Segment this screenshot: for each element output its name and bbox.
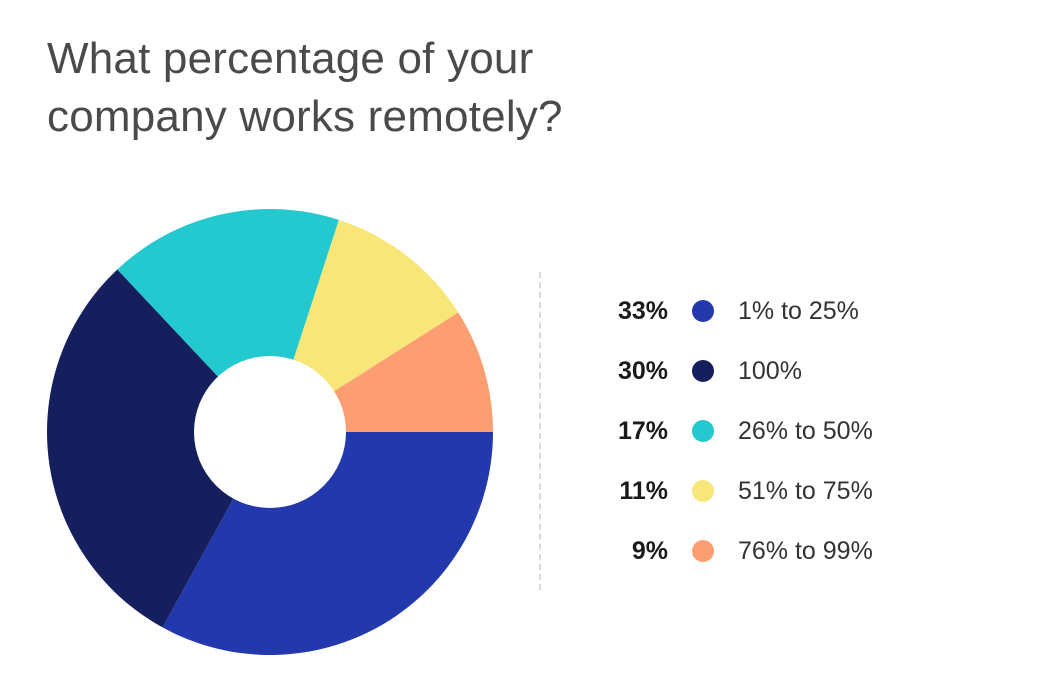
- chart-title: What percentage of your company works re…: [47, 34, 563, 141]
- legend-label: 76% to 99%: [738, 536, 873, 565]
- legend-swatch: [692, 540, 714, 562]
- legend-label: 100%: [738, 356, 802, 385]
- legend-divider: [539, 272, 541, 590]
- legend: 33% 1% to 25% 30% 100% 17% 26% to 50% 11% 51% t…: [598, 281, 998, 581]
- legend-item: 11% 51% to 75%: [598, 461, 998, 521]
- legend-swatch: [692, 300, 714, 322]
- legend-label: 51% to 75%: [738, 476, 873, 505]
- legend-swatch: [692, 420, 714, 442]
- legend-percent: 30%: [617, 356, 668, 385]
- legend-item: 17% 26% to 50%: [598, 401, 998, 461]
- legend-item: 33% 1% to 25%: [598, 281, 998, 341]
- legend-swatch: [692, 480, 714, 502]
- donut-hole: [194, 356, 346, 508]
- legend-label: 26% to 50%: [738, 416, 873, 445]
- legend-percent: 33%: [617, 296, 668, 325]
- slice-100: [47, 269, 270, 628]
- legend-item: 30% 100%: [598, 341, 998, 401]
- legend-item: 9% 76% to 99%: [598, 521, 998, 581]
- legend-percent: 9%: [631, 536, 668, 565]
- legend-percent: 17%: [617, 416, 668, 445]
- legend-percent: 11%: [619, 476, 668, 505]
- donut-chart: [47, 209, 494, 655]
- legend-swatch: [692, 360, 714, 382]
- legend-label: 1% to 25%: [738, 296, 859, 325]
